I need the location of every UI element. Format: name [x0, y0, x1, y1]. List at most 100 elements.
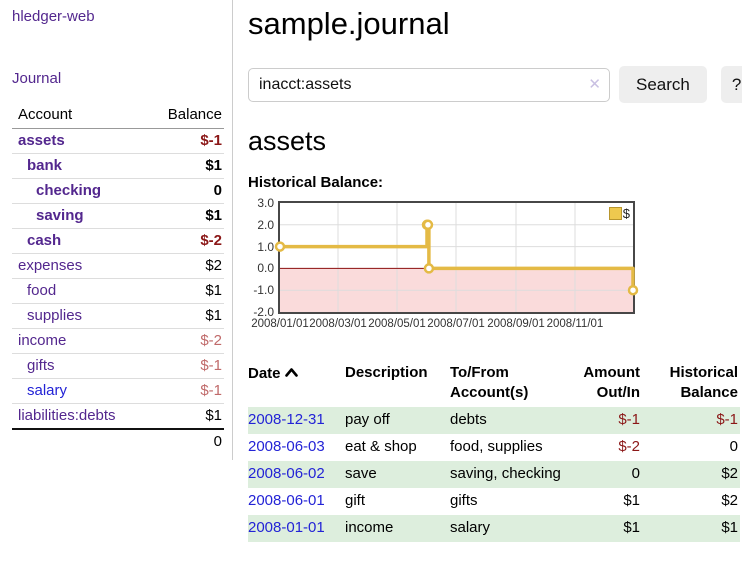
sort-ascending-icon	[284, 363, 298, 383]
transaction-accounts: saving, checking	[450, 465, 561, 482]
account-balance: $1	[145, 303, 224, 329]
account-row: bank $1	[12, 153, 224, 179]
account-link-checking[interactable]: checking	[36, 182, 102, 199]
account-row: salary $-1	[12, 378, 224, 404]
transaction-amount: 0	[631, 465, 640, 482]
y-axis-tick-label: -2.0	[253, 305, 274, 319]
transaction-description: pay off	[345, 411, 390, 428]
account-link-cash[interactable]: cash	[27, 232, 62, 249]
transaction-amount: $-2	[618, 438, 640, 455]
account-link-food[interactable]: food	[27, 282, 57, 299]
transaction-balance: $1	[721, 519, 738, 536]
register-table: Date Description To/From Account(s) Amou…	[248, 361, 740, 542]
register-row: 2008-12-31 pay off debts $-1 $-1	[248, 407, 740, 434]
account-row: gifts $-1	[12, 353, 224, 379]
account-row: checking 0	[12, 178, 224, 204]
account-link-saving[interactable]: saving	[36, 207, 84, 224]
x-axis-tick-label: 2008/09/01	[487, 318, 545, 330]
x-axis-tick-label: 2008/07/01	[427, 318, 485, 330]
account-row: cash $-2	[12, 228, 224, 254]
accounts-total-value: 0	[145, 428, 224, 454]
transaction-description: income	[345, 519, 394, 536]
account-link-assets[interactable]: assets	[18, 132, 65, 149]
account-row: saving $1	[12, 203, 224, 229]
account-link-liabilities-debts[interactable]: liabilities:debts	[18, 407, 116, 424]
main-content: sample.journal ✕ Search ? assets Histori…	[233, 0, 742, 582]
account-row: liabilities:debts $1	[12, 403, 224, 430]
transaction-amount: $1	[623, 519, 640, 536]
historical-balance-chart: $ 3.0 2.0 1.0 0.0 -1.0 -2.0 2008/01/01 2008/03/…	[248, 196, 742, 338]
account-balance: $1	[145, 153, 224, 179]
transaction-accounts: food, supplies	[450, 438, 543, 455]
legend-label: $	[622, 206, 630, 221]
register-header-date[interactable]: Date	[248, 361, 345, 407]
account-row: food $1	[12, 278, 224, 304]
account-link-bank[interactable]: bank	[27, 157, 63, 174]
register-row: 2008-06-02 save saving, checking 0 $2	[248, 461, 740, 488]
register-row: 2008-01-01 income salary $1 $1	[248, 515, 740, 542]
chart-title: Historical Balance:	[248, 174, 384, 191]
account-row: expenses $2	[12, 253, 224, 279]
transaction-date-link[interactable]: 2008-06-02	[248, 465, 325, 482]
account-balance: $1	[145, 403, 224, 430]
register-header-description: Description	[345, 364, 428, 381]
register-header-amount: Amount Out/In	[583, 364, 640, 401]
transaction-date-link[interactable]: 2008-06-01	[248, 492, 325, 509]
account-balance: $-1	[145, 353, 224, 379]
register-row: 2008-06-01 gift gifts $1 $2	[248, 488, 740, 515]
account-row: supplies $1	[12, 303, 224, 329]
account-balance: $-1	[145, 378, 224, 404]
transaction-accounts: salary	[450, 519, 491, 536]
account-balance: $1	[145, 278, 224, 304]
chart-plot-area: $	[274, 201, 639, 314]
accounts-table: Account Balance assets $-1 bank $1 checking 0…	[12, 104, 224, 454]
transaction-date-link[interactable]: 2008-12-31	[248, 411, 325, 428]
transaction-accounts: gifts	[450, 492, 478, 509]
x-axis-tick-label: 2008/05/01	[368, 318, 426, 330]
account-link-gifts[interactable]: gifts	[27, 357, 55, 374]
account-row: assets $-1	[12, 128, 224, 154]
help-button[interactable]: ?	[720, 66, 742, 103]
transaction-amount: $1	[623, 492, 640, 509]
chart-legend: $	[608, 206, 630, 221]
register-header-balance: Historical Balance	[669, 364, 738, 401]
y-axis-tick-label: 1.0	[257, 239, 274, 254]
clear-search-icon[interactable]: ✕	[588, 75, 601, 93]
transaction-balance: 0	[729, 438, 738, 455]
legend-swatch-icon	[608, 207, 622, 220]
register-header-row: Date Description To/From Account(s) Amou…	[248, 361, 740, 407]
accounts-header-row: Account Balance	[12, 104, 224, 129]
transaction-description: gift	[345, 492, 366, 509]
account-link-income[interactable]: income	[18, 332, 67, 349]
y-axis-tick-label: 3.0	[257, 196, 274, 210]
chart-canvas	[274, 203, 639, 312]
register-header-accounts: To/From Account(s)	[450, 364, 529, 401]
account-balance: 0	[145, 178, 224, 204]
transaction-date-link[interactable]: 2008-01-01	[248, 519, 325, 536]
sidebar-item-journal[interactable]: Journal	[12, 70, 62, 87]
account-link-salary[interactable]: salary	[27, 382, 68, 399]
accounts-header-account: Account	[12, 104, 146, 129]
register-row: 2008-06-03 eat & shop food, supplies $-2 0	[248, 434, 740, 461]
search-input[interactable]	[248, 67, 610, 102]
search-form: ✕ Search ?	[248, 66, 742, 103]
transaction-amount: $-1	[618, 411, 640, 428]
transaction-balance: $-1	[716, 411, 738, 428]
y-axis-tick-label: 2.0	[257, 217, 274, 232]
account-balance: $-1	[145, 128, 224, 154]
brand-link[interactable]: hledger-web	[12, 8, 95, 25]
account-balance: $2	[145, 253, 224, 279]
page-title: sample.journal	[248, 6, 450, 41]
search-button[interactable]: Search	[619, 66, 707, 103]
accounts-header-balance: Balance	[145, 104, 224, 129]
accounts-total-row: 0	[12, 428, 224, 454]
y-axis-tick-label: 0.0	[257, 261, 274, 276]
account-link-expenses[interactable]: expenses	[18, 257, 83, 274]
transaction-description: save	[345, 465, 377, 482]
account-link-supplies[interactable]: supplies	[27, 307, 83, 324]
transaction-date-link[interactable]: 2008-06-03	[248, 438, 325, 455]
account-row: income $-2	[12, 328, 224, 354]
transaction-balance: $2	[721, 492, 738, 509]
sidebar: hledger-web Journal Account Balance asse…	[0, 0, 233, 460]
account-balance: $-2	[145, 228, 224, 254]
